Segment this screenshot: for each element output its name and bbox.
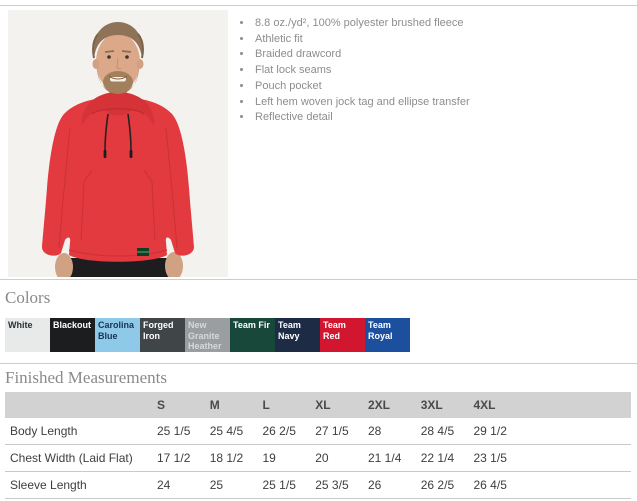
header-cell-size: 2XL bbox=[368, 398, 391, 412]
table-row-chest-width: Chest Width (Laid Flat) 17 1/2 18 1/2 19… bbox=[5, 445, 631, 472]
right-hand bbox=[165, 252, 183, 277]
feature-item: Athletic fit bbox=[253, 32, 628, 48]
pouch-pocket bbox=[80, 169, 156, 241]
product-photo-illustration bbox=[8, 10, 228, 277]
measurement-value: 25 3/5 bbox=[315, 478, 349, 492]
feature-item: Flat lock seams bbox=[253, 63, 628, 79]
measurement-value: 21 1/4 bbox=[368, 451, 402, 465]
model-head bbox=[92, 22, 144, 94]
feature-item: Braided drawcord bbox=[253, 47, 628, 63]
row-label: Chest Width (Laid Flat) bbox=[10, 451, 133, 465]
color-swatch-list: White Blackout Carolina Blue Forged Iron… bbox=[5, 318, 410, 352]
color-swatch-new-granite-heather[interactable]: New Granite Heather bbox=[185, 318, 230, 352]
color-swatch-team-fir[interactable]: Team Fir bbox=[230, 318, 275, 352]
pants bbox=[69, 258, 169, 277]
color-swatch-team-navy[interactable]: Team Navy bbox=[275, 318, 320, 352]
feature-list: 8.8 oz./yd², 100% polyester brushed flee… bbox=[238, 16, 628, 126]
colors-section-divider bbox=[0, 279, 637, 280]
measurement-value: 23 1/5 bbox=[473, 451, 507, 465]
header-cell-size: M bbox=[209, 398, 220, 412]
measurements-section-title: Finished Measurements bbox=[5, 368, 167, 387]
measurement-value: 18 1/2 bbox=[209, 451, 244, 465]
measurement-value: 26 bbox=[368, 478, 382, 492]
measurement-value: 26 2/5 bbox=[262, 424, 296, 438]
feature-item: Left hem woven jock tag and ellipse tran… bbox=[253, 95, 628, 111]
top-divider bbox=[0, 5, 637, 6]
measurement-value: 17 1/2 bbox=[157, 451, 191, 465]
color-swatch-carolina-blue[interactable]: Carolina Blue bbox=[95, 318, 140, 352]
header-cell-size: S bbox=[157, 398, 166, 412]
row-label: Body Length bbox=[10, 424, 78, 438]
feature-item: Pouch pocket bbox=[253, 79, 628, 95]
color-swatch-forged-iron[interactable]: Forged Iron bbox=[140, 318, 185, 352]
color-swatch-blackout[interactable]: Blackout bbox=[50, 318, 95, 352]
colors-section-title: Colors bbox=[5, 288, 51, 307]
header-cell-size: 3XL bbox=[420, 398, 443, 412]
product-photo bbox=[8, 10, 228, 277]
measurement-value: 25 4/5 bbox=[209, 424, 244, 438]
measurement-value: 29 1/2 bbox=[473, 424, 507, 438]
hair bbox=[93, 22, 143, 58]
measurement-value: 28 4/5 bbox=[420, 424, 455, 438]
header-cell-size: XL bbox=[315, 398, 331, 412]
measurements-header-row: S M L XL 2XL 3XL 4XL bbox=[5, 392, 631, 418]
color-swatch-team-royal[interactable]: Team Royal bbox=[365, 318, 410, 352]
feature-item: Reflective detail bbox=[253, 110, 628, 126]
feature-item: 8.8 oz./yd², 100% polyester brushed flee… bbox=[253, 16, 628, 32]
measurement-value: 25 1/5 bbox=[157, 424, 191, 438]
measurement-value: 26 4/5 bbox=[473, 478, 507, 492]
measurement-value: 25 bbox=[209, 478, 224, 492]
hoodie bbox=[42, 97, 194, 262]
measurement-value: 20 bbox=[315, 451, 329, 465]
measurement-value: 28 bbox=[368, 424, 382, 438]
header-cell-size: L bbox=[262, 398, 270, 412]
measurement-value: 27 1/5 bbox=[315, 424, 349, 438]
header-cell-size: 4XL bbox=[473, 398, 496, 412]
drawcords bbox=[104, 113, 132, 152]
color-swatch-team-red[interactable]: Team Red bbox=[320, 318, 365, 352]
measurement-value: 19 bbox=[262, 451, 276, 465]
measurement-value: 25 1/5 bbox=[262, 478, 296, 492]
row-label: Sleeve Length bbox=[10, 478, 87, 492]
measurements-table: S M L XL 2XL 3XL 4XL Body Length 25 1/5 … bbox=[5, 392, 631, 499]
color-swatch-white[interactable]: White bbox=[5, 318, 50, 352]
measurements-section-divider bbox=[0, 363, 637, 364]
measurement-value: 26 2/5 bbox=[420, 478, 455, 492]
table-row-sleeve-length: Sleeve Length 24 25 25 1/5 25 3/5 26 26 … bbox=[5, 472, 631, 499]
table-row-body-length: Body Length 25 1/5 25 4/5 26 2/5 27 1/5 … bbox=[5, 418, 631, 445]
measurement-value: 24 bbox=[157, 478, 171, 492]
left-hand bbox=[55, 253, 73, 277]
measurement-value: 22 1/4 bbox=[420, 451, 455, 465]
